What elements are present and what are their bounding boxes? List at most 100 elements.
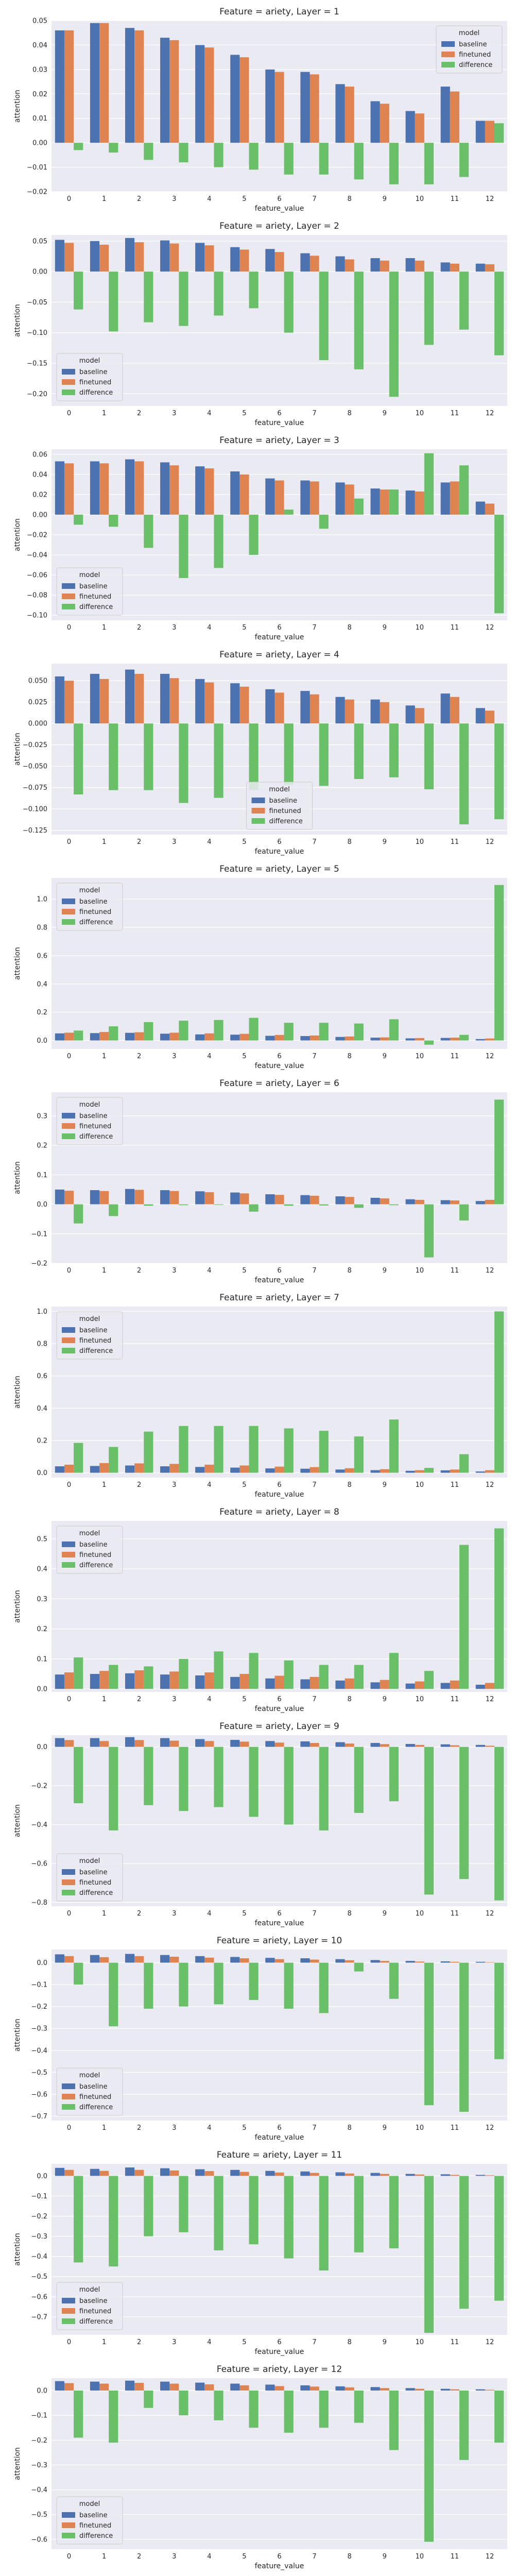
bar-finetuned: [204, 245, 214, 272]
x-tick-label: 2: [137, 1267, 141, 1275]
legend-swatch-difference: [62, 2318, 75, 2324]
bar-difference: [109, 2391, 118, 2443]
legend-label-finetuned: finetuned: [79, 1337, 111, 1345]
bar-baseline: [195, 1191, 205, 1205]
bar-difference: [494, 1311, 504, 1473]
bar-baseline: [195, 1034, 205, 1041]
bar-finetuned: [169, 1464, 179, 1473]
bar-finetuned: [310, 481, 319, 515]
bar-baseline: [405, 2174, 415, 2176]
bar-baseline: [125, 669, 135, 724]
chart-title: Feature = ariety, Layer = 10: [217, 1936, 342, 1946]
x-tick-label: 3: [172, 2124, 176, 2132]
x-tick-label: 4: [207, 1267, 211, 1275]
x-tick-label: 5: [242, 1053, 246, 1060]
x-tick-label: 6: [277, 624, 281, 632]
bar-finetuned: [204, 1192, 214, 1205]
bar-difference: [424, 143, 434, 184]
y-tick-label: −0.02: [27, 532, 47, 539]
bar-baseline: [475, 501, 485, 515]
bar-difference: [179, 1021, 188, 1041]
x-tick-label: 9: [383, 2124, 387, 2132]
chart-panel-layer-11: Feature = ariety, Layer = 11 −0.7 −0.6 −0.5…: [13, 2150, 507, 2356]
x-tick-label: 8: [348, 624, 352, 632]
chart-panel-layer-12: Feature = ariety, Layer = 12 −0.6 −0.5 −0.4…: [13, 2364, 507, 2570]
bar-finetuned: [415, 2174, 424, 2176]
legend-swatch-difference: [62, 1890, 75, 1895]
bar-baseline: [475, 708, 485, 724]
x-axis-label: feature_value: [255, 205, 304, 213]
bar-baseline: [230, 2170, 240, 2176]
bar-finetuned: [64, 463, 74, 515]
bar-finetuned: [169, 2383, 179, 2391]
bar-difference: [319, 1023, 329, 1041]
chart-panel-layer-10: Feature = ariety, Layer = 10 −0.7 −0.6 −0.5…: [13, 1936, 507, 2142]
bar-baseline: [405, 111, 415, 143]
bar-difference: [319, 1747, 329, 1831]
legend-swatch-finetuned: [62, 1337, 75, 1343]
bar-difference: [179, 1962, 188, 2007]
bar-baseline: [405, 705, 415, 724]
bar-baseline: [55, 1466, 64, 1473]
y-tick-label: −0.10: [27, 329, 47, 337]
legend-swatch-difference: [62, 1348, 75, 1353]
bar-finetuned: [239, 2385, 249, 2391]
legend-swatch-finetuned: [441, 52, 455, 57]
bar-difference: [459, 1545, 469, 1689]
bar-difference: [179, 1747, 188, 1811]
y-tick-label: −0.100: [23, 806, 47, 814]
chart-panel-layer-5: Feature = ariety, Layer = 5 0.0 0.2 0.4 0.6 0…: [13, 864, 507, 1070]
bar-baseline: [440, 87, 450, 143]
bar-baseline: [265, 478, 275, 515]
bar-finetuned: [274, 252, 284, 272]
x-tick-label: 8: [348, 838, 352, 846]
x-tick-label: 12: [486, 2124, 494, 2132]
legend-swatch-difference: [62, 2533, 75, 2538]
bar-finetuned: [380, 104, 389, 143]
bar-finetuned: [345, 699, 354, 724]
legend: model baseline finetuned difference: [436, 25, 503, 74]
bar-baseline: [370, 1743, 380, 1747]
bar-difference: [179, 514, 188, 578]
y-tick-label: 0.04: [32, 471, 47, 479]
bar-baseline: [55, 676, 64, 724]
bar-difference: [144, 1431, 153, 1473]
x-tick-label: 2: [137, 410, 141, 417]
bar-baseline: [90, 673, 100, 724]
x-tick-label: 5: [242, 1910, 246, 1918]
bar-baseline: [300, 691, 310, 724]
bar-finetuned: [415, 1038, 424, 1041]
bar-finetuned: [274, 1675, 284, 1689]
bar-difference: [424, 2176, 434, 2333]
x-tick-label: 7: [312, 2124, 316, 2132]
bar-finetuned: [169, 1957, 179, 1963]
bar-finetuned: [450, 2175, 459, 2176]
bar-finetuned: [169, 465, 179, 515]
bar-finetuned: [169, 1671, 179, 1689]
bar-baseline: [440, 693, 450, 724]
bar-baseline: [90, 241, 100, 272]
bar-finetuned: [134, 2383, 144, 2391]
bar-finetuned: [64, 1740, 74, 1747]
x-tick-label: 7: [312, 624, 316, 632]
bar-baseline: [55, 1033, 64, 1041]
legend-label-finetuned: finetuned: [79, 379, 111, 386]
chart-panel-layer-6: Feature = ariety, Layer = 6 −0.2 −0.1 0.0 0.…: [13, 1078, 507, 1284]
bar-baseline: [335, 2172, 345, 2176]
bar-baseline: [300, 1195, 310, 1205]
legend: model baseline finetuned difference: [56, 567, 123, 616]
bar-finetuned: [169, 678, 179, 724]
bar-baseline: [195, 243, 205, 272]
bar-baseline: [90, 1190, 100, 1205]
x-tick-label: 9: [383, 2553, 387, 2561]
bar-baseline: [160, 38, 170, 143]
x-tick-label: 7: [312, 1481, 316, 1489]
x-tick-label: 5: [242, 2338, 246, 2346]
x-tick-label: 9: [383, 1267, 387, 1275]
y-axis-label: attention: [13, 1161, 22, 1194]
bar-difference: [319, 1962, 329, 2013]
bar-finetuned: [485, 2389, 495, 2391]
bar-finetuned: [99, 1032, 109, 1041]
bar-finetuned: [415, 1199, 424, 1205]
bar-finetuned: [485, 1199, 495, 1205]
